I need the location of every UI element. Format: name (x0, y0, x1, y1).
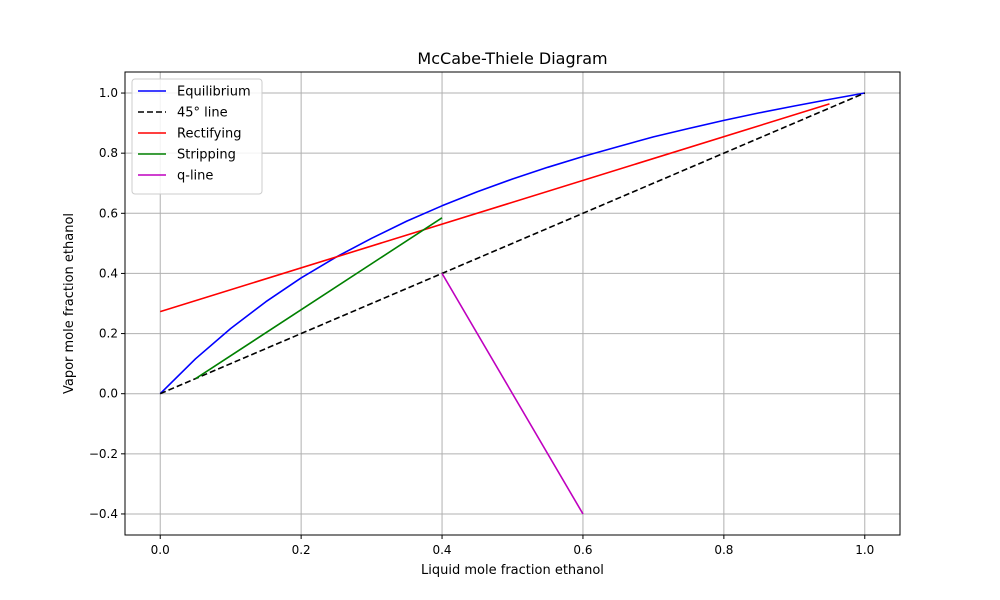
x-tick-label: 0.4 (432, 543, 451, 557)
x-tick-label: 0.6 (573, 543, 592, 557)
y-tick-label: 0.6 (99, 206, 118, 220)
y-tick-label: 1.0 (99, 86, 118, 100)
legend-label: Stripping (177, 148, 236, 163)
plot-area-frame (124, 71, 901, 536)
series-line-q-line (441, 272, 584, 515)
y-tick-label: 0.2 (99, 327, 118, 341)
chart-title: McCabe-Thiele Diagram (417, 49, 607, 68)
grid (125, 72, 900, 535)
legend-label: q-line (177, 169, 213, 184)
y-tick-label: −0.4 (89, 507, 118, 521)
series-line-rectifying (159, 103, 830, 313)
legend: Equilibrium 45° line Rectifying Stripping q-… (131, 78, 263, 195)
y-tick-label: 0.8 (99, 146, 118, 160)
y-axis-label: Vapor mole fraction ethanol (62, 213, 77, 394)
x-axis-label: Liquid mole fraction ethanol (421, 563, 604, 578)
axis-ticks: 0.0 0.2 0.4 0.6 0.8 1.0 −0.4 −0.2 0.0 0.2 0.4 0.6 0.… (89, 86, 874, 557)
series-line-45-line (159, 92, 866, 395)
legend-label: Equilibrium (177, 85, 251, 100)
y-tick-label: 0.0 (99, 387, 118, 401)
x-tick-label: 0.8 (714, 543, 733, 557)
legend-box (131, 78, 263, 195)
series-lines (159, 92, 866, 515)
y-tick-label: 0.4 (99, 266, 118, 280)
series-line-equilibrium (159, 92, 865, 395)
x-tick-label: 0.0 (151, 543, 170, 557)
x-tick-label: 0.2 (292, 543, 311, 557)
legend-label: Rectifying (177, 127, 241, 142)
x-tick-label: 1.0 (855, 543, 874, 557)
y-tick-label: −0.2 (89, 447, 118, 461)
legend-label: 45° line (177, 106, 228, 121)
series-line-stripping (195, 217, 443, 380)
